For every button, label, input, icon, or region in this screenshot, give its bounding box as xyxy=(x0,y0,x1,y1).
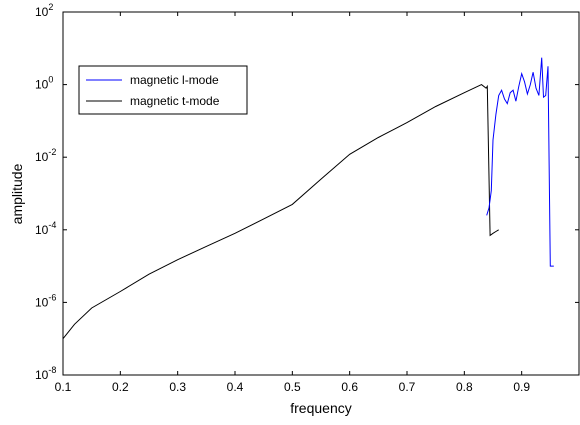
legend-label-l-mode: magnetic l-mode xyxy=(130,73,219,87)
series-line-0 xyxy=(486,57,554,267)
x-tick-label: 0.6 xyxy=(341,380,358,394)
x-tick-label: 0.1 xyxy=(55,380,72,394)
y-tick-label: 10-8 xyxy=(35,365,56,382)
x-axis-label: frequency xyxy=(290,400,351,416)
y-tick-label: 10-2 xyxy=(35,147,56,164)
y-tick-label-exponent: -2 xyxy=(48,147,56,157)
y-tick-label: 102 xyxy=(35,2,53,19)
x-tick-label: 0.7 xyxy=(399,380,416,394)
y-tick-label-base: 10 xyxy=(35,5,49,19)
series-layer xyxy=(62,57,554,340)
y-tick-label-base: 10 xyxy=(35,78,49,92)
y-tick-label-base: 10 xyxy=(35,368,49,382)
x-tick-label: 0.8 xyxy=(456,380,473,394)
x-tick-label: 0.4 xyxy=(227,380,244,394)
y-tick-label-exponent: -6 xyxy=(48,292,56,302)
legend-label-t-mode: magnetic t-mode xyxy=(130,94,220,108)
y-tick-label-exponent: 0 xyxy=(48,75,53,85)
x-tick-label: 0.5 xyxy=(284,380,301,394)
legend: magnetic l-mode magnetic t-mode xyxy=(78,65,248,115)
x-axis-ticks: 0.1 0.2 0.3 0.4 0.5 0.6 0.7 0.8 0.9 xyxy=(55,12,530,394)
x-tick-label: 0.2 xyxy=(112,380,129,394)
y-tick-label-exponent: -4 xyxy=(48,220,56,230)
y-tick-label-base: 10 xyxy=(35,295,49,309)
x-tick-label: 0.3 xyxy=(169,380,186,394)
y-tick-label-exponent: 2 xyxy=(48,2,53,12)
y-tick-label-base: 10 xyxy=(35,150,49,164)
series-line-1 xyxy=(62,84,499,340)
y-tick-label: 10-6 xyxy=(35,292,56,309)
y-tick-label: 10-4 xyxy=(35,220,56,237)
legend-box xyxy=(78,65,248,115)
y-tick-label-base: 10 xyxy=(35,223,49,237)
y-axis-label: amplitude xyxy=(9,163,25,224)
x-tick-label: 0.9 xyxy=(513,380,530,394)
y-tick-label: 100 xyxy=(35,75,53,92)
y-tick-label-exponent: -8 xyxy=(48,365,56,375)
